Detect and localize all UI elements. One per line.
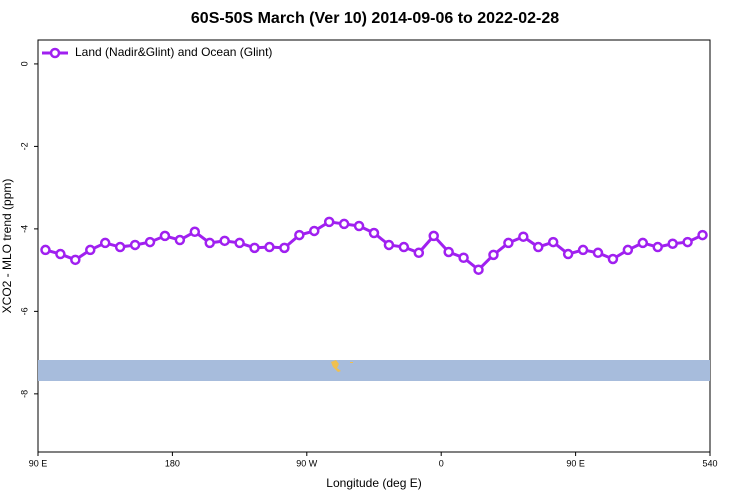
point [55, 248, 66, 260]
point [458, 252, 469, 264]
y-tick-label: -6 [19, 307, 29, 315]
point [413, 247, 425, 259]
point [129, 239, 141, 251]
point [667, 238, 678, 249]
point [652, 241, 663, 253]
point [518, 231, 529, 242]
plot-frame [37, 39, 711, 453]
point [219, 235, 230, 247]
point [592, 247, 604, 259]
legend-marker [49, 47, 61, 59]
x-tick-label: 0 [439, 458, 444, 468]
point [353, 220, 365, 232]
point [309, 225, 320, 237]
point [637, 237, 649, 249]
point [577, 244, 589, 256]
point [323, 216, 335, 228]
point [144, 236, 156, 248]
point [189, 226, 201, 238]
point [488, 249, 499, 261]
x-axis-label: Longitude (deg E) [326, 476, 421, 490]
point [204, 237, 215, 249]
point [159, 230, 171, 242]
x-tick-label: 540 [702, 458, 717, 468]
y-tick-label: -2 [19, 142, 29, 150]
point [234, 237, 245, 249]
point [682, 236, 693, 248]
land-patch [331, 360, 341, 372]
point [40, 244, 51, 256]
legend-label: Land (Nadir&Glint) and Ocean (Glint) [75, 45, 272, 59]
point [114, 241, 126, 253]
point [562, 248, 574, 260]
point [338, 218, 350, 230]
y-tick-label: -8 [19, 390, 29, 398]
y-axis-label: XCO2 - MLO trend (ppm) [0, 179, 14, 314]
point [99, 237, 111, 249]
point [503, 237, 514, 249]
point [279, 242, 290, 254]
point [547, 236, 559, 248]
point [428, 230, 439, 242]
y-tick-label: -4 [19, 225, 29, 233]
x-tick-label: 180 [165, 458, 180, 468]
point [622, 244, 634, 256]
point [85, 244, 96, 256]
point [294, 229, 305, 241]
point [533, 241, 544, 253]
point [368, 227, 380, 239]
point [383, 239, 395, 251]
point [473, 264, 484, 275]
point [443, 246, 454, 258]
point [398, 241, 410, 253]
point [697, 229, 708, 241]
x-tick-label: 90 W [296, 458, 318, 468]
x-tick-label: 90 E [29, 458, 48, 468]
point [264, 241, 275, 253]
point [607, 253, 619, 265]
land-patch [350, 362, 353, 363]
x-tick-label: 90 E [566, 458, 585, 468]
point [70, 254, 81, 266]
point [249, 242, 260, 254]
chart-title: 60S-50S March (Ver 10) 2014-09-06 to 202… [191, 10, 559, 27]
map-strip [38, 360, 710, 381]
point [174, 234, 186, 246]
y-tick-label: 0 [19, 61, 29, 66]
